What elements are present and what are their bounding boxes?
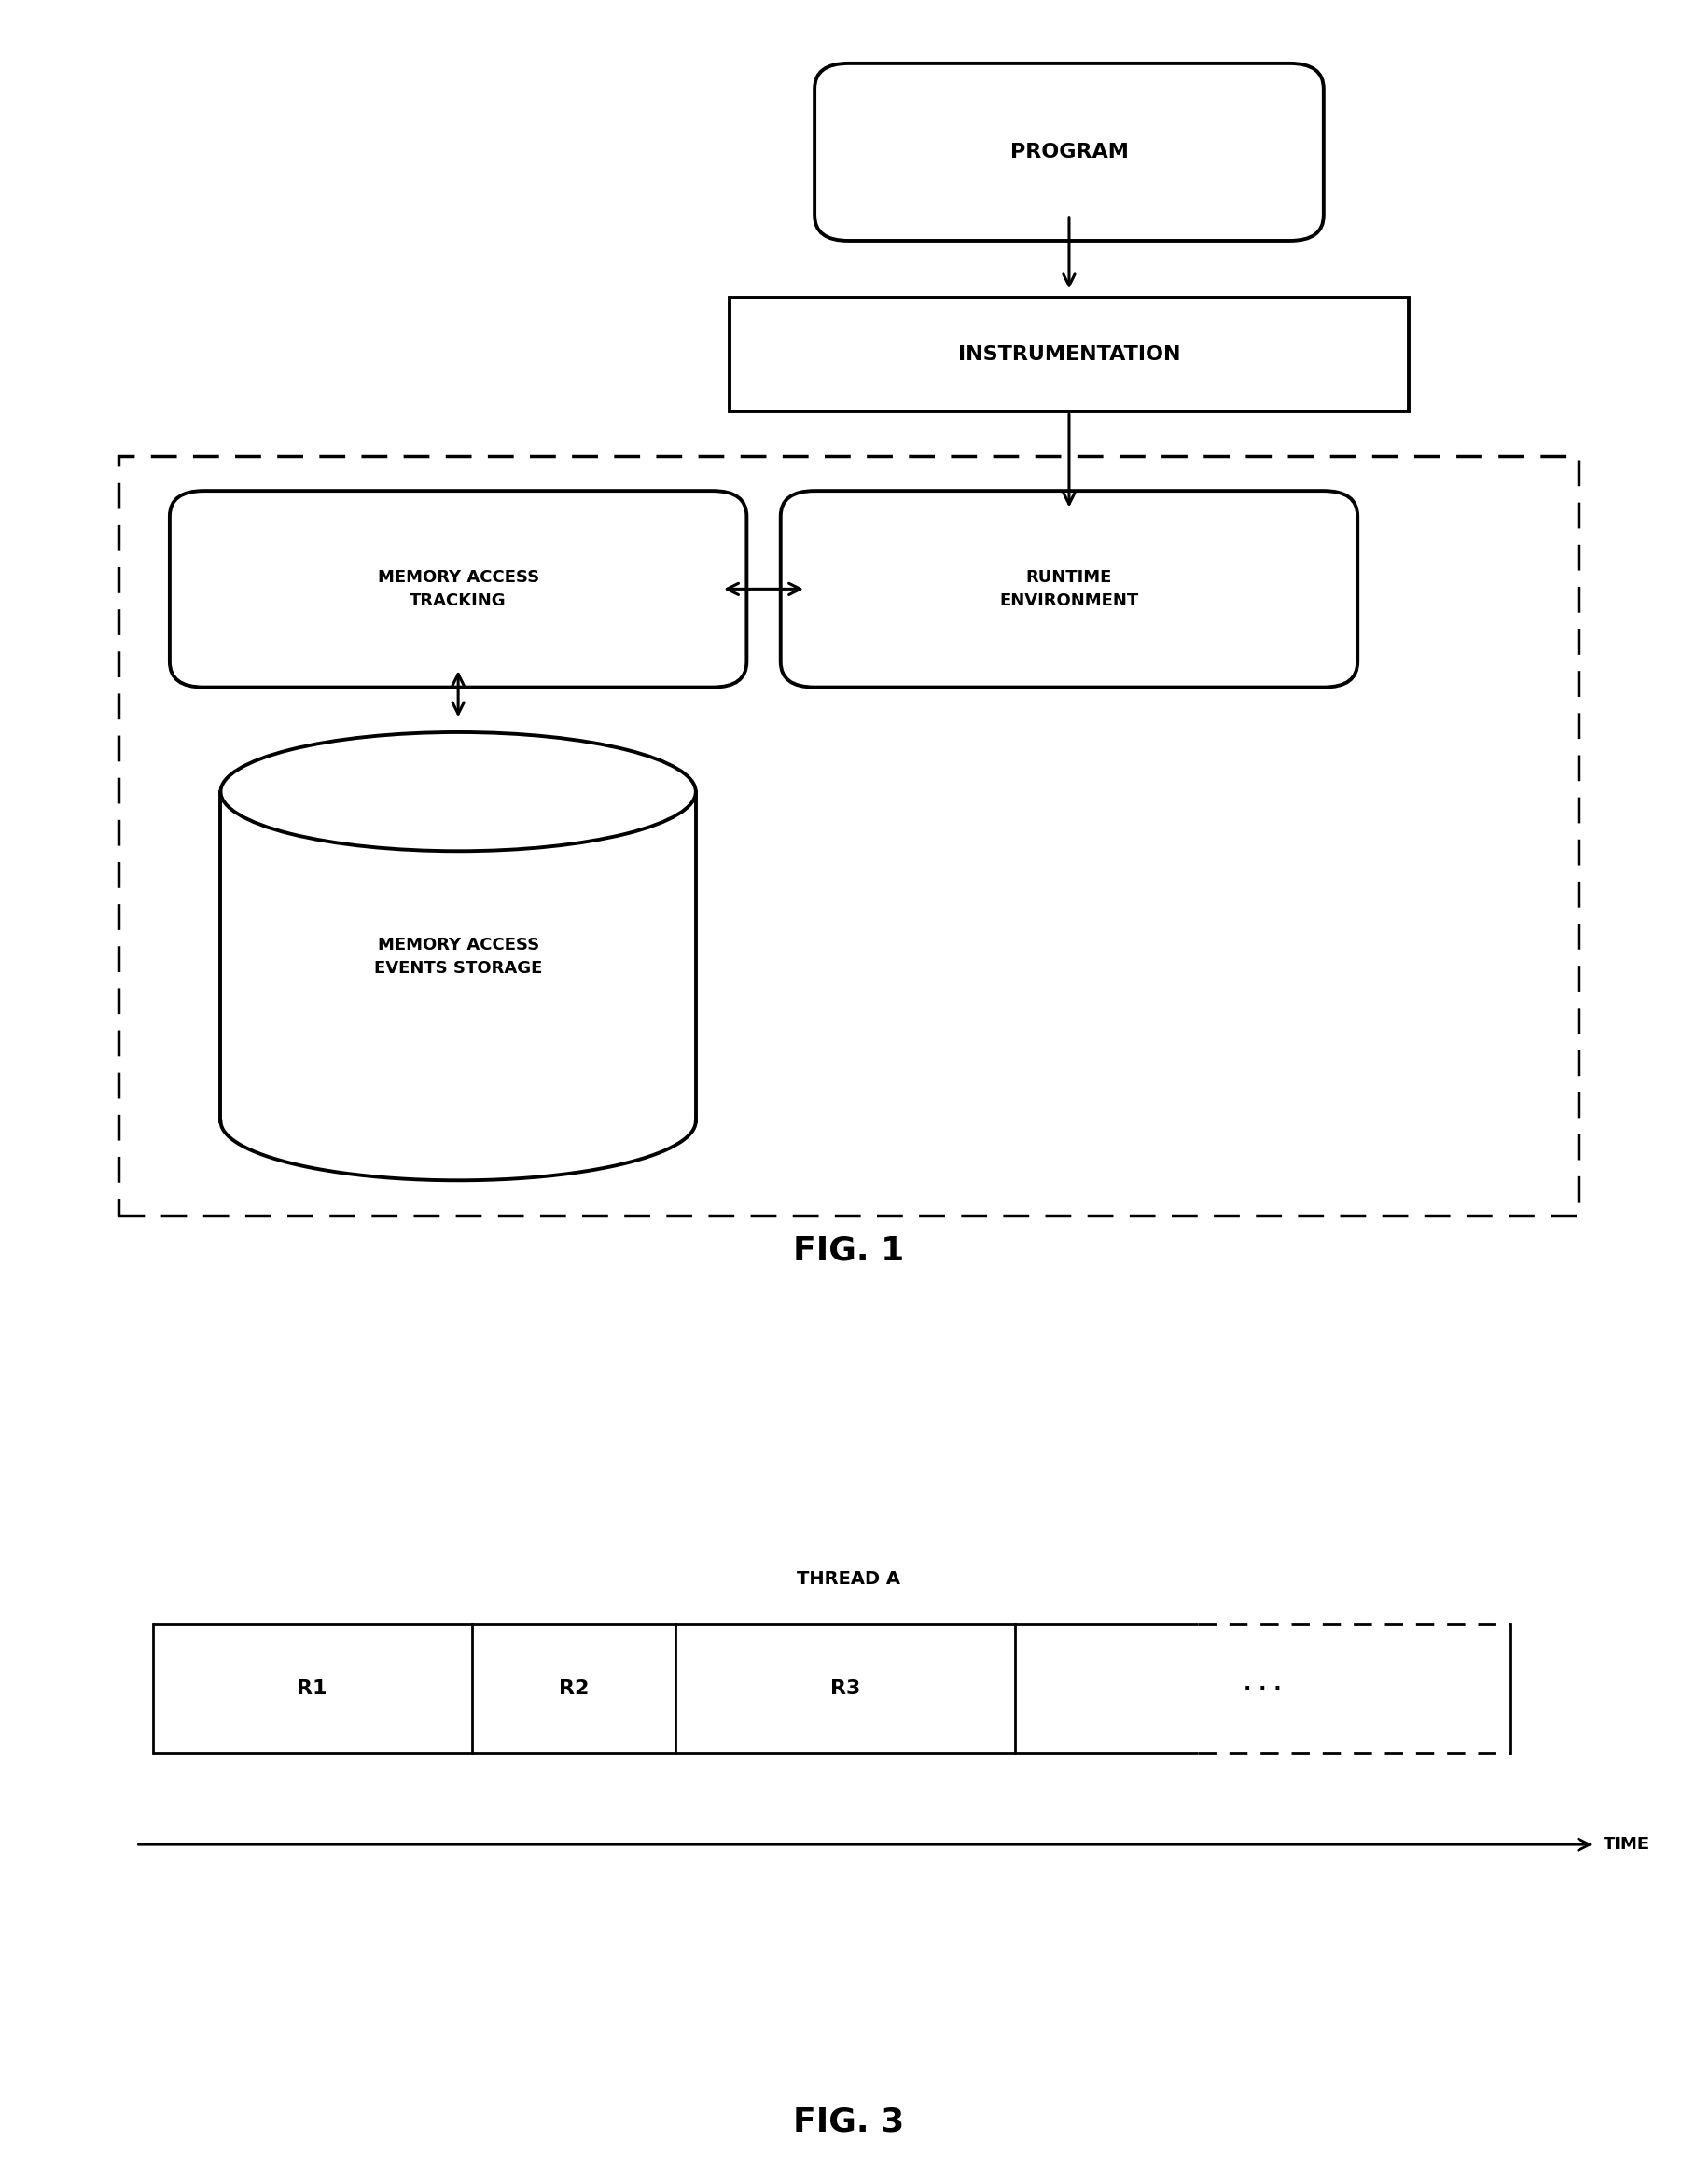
Text: R3: R3 bbox=[830, 1679, 860, 1697]
FancyBboxPatch shape bbox=[815, 63, 1324, 240]
Text: MEMORY ACCESS
EVENTS STORAGE: MEMORY ACCESS EVENTS STORAGE bbox=[373, 937, 543, 976]
Text: TIME: TIME bbox=[1604, 1837, 1649, 1852]
Text: RUNTIME
ENVIRONMENT: RUNTIME ENVIRONMENT bbox=[1000, 570, 1139, 609]
Text: MEMORY ACCESS
TRACKING: MEMORY ACCESS TRACKING bbox=[377, 570, 540, 609]
Bar bbox=[221, 793, 696, 1120]
Text: R2: R2 bbox=[558, 1679, 589, 1697]
Text: THREAD A: THREAD A bbox=[796, 1570, 901, 1588]
Ellipse shape bbox=[221, 732, 696, 852]
Text: PROGRAM: PROGRAM bbox=[1010, 142, 1129, 162]
Text: FIG. 3: FIG. 3 bbox=[792, 2105, 905, 2138]
Text: · · ·: · · · bbox=[1244, 1679, 1281, 1697]
Text: R1: R1 bbox=[297, 1679, 328, 1697]
FancyBboxPatch shape bbox=[781, 491, 1358, 688]
FancyBboxPatch shape bbox=[170, 491, 747, 688]
Bar bbox=[119, 456, 1578, 1216]
Bar bbox=[730, 297, 1409, 411]
Text: FIG. 1: FIG. 1 bbox=[792, 1234, 905, 1267]
Text: INSTRUMENTATION: INSTRUMENTATION bbox=[957, 345, 1181, 365]
